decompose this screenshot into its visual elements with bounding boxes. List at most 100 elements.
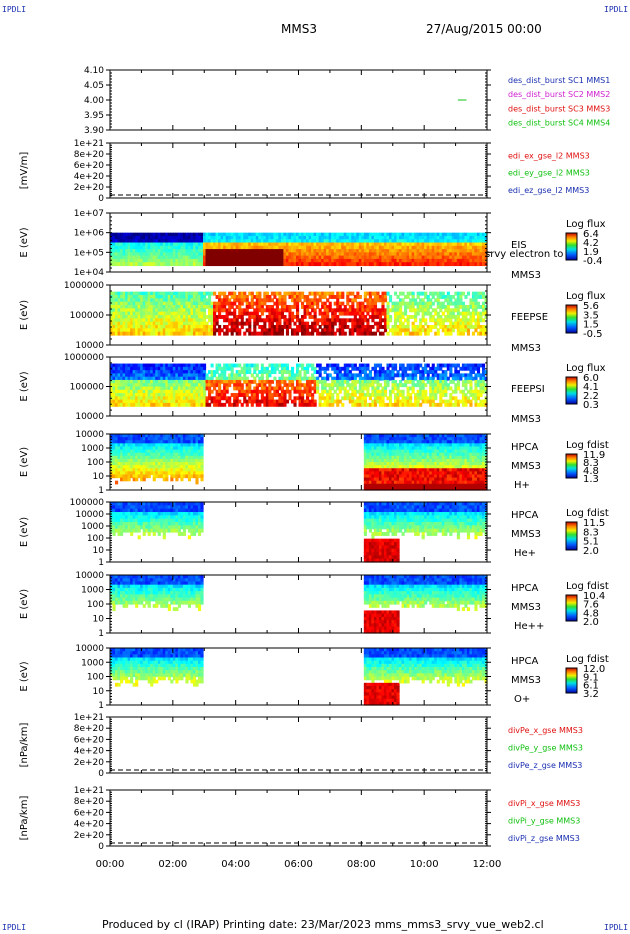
heatmap-cell: [167, 315, 171, 319]
heatmap-cell: [456, 315, 460, 319]
y-tick-label: 4.10: [84, 66, 104, 76]
heatmap-cell: [220, 305, 224, 309]
heatmap-cell: [318, 325, 322, 329]
heatmap-cell: [326, 235, 330, 240]
heatmap-cell: [187, 325, 192, 329]
heatmap-cell: [366, 379, 370, 384]
heatmap-cell: [303, 383, 307, 388]
heatmap-cell: [333, 366, 337, 371]
heatmap-cell: [459, 328, 463, 333]
heatmap-cell: [228, 308, 232, 313]
heatmap-cell: [195, 291, 199, 296]
heatmap-cell: [421, 252, 425, 257]
heatmap-cell: [464, 235, 468, 240]
heatmap-cell: [228, 262, 232, 267]
heatmap-cell: [368, 235, 372, 240]
heatmap-cell: [137, 396, 141, 401]
heatmap-cell: [210, 245, 214, 250]
heatmap-cell: [238, 232, 242, 237]
heatmap-cell: [348, 363, 352, 368]
heatmap-cell: [441, 389, 445, 394]
heatmap-cell: [200, 363, 204, 368]
heatmap-cell: [343, 262, 347, 267]
heatmap-cell: [469, 383, 473, 388]
heatmap-cell: [346, 389, 350, 394]
heatmap-cell: [419, 373, 423, 378]
heatmap-cell: [479, 383, 483, 388]
heatmap-cell: [160, 242, 164, 247]
heatmap-cell: [454, 325, 458, 329]
heatmap-cell: [331, 232, 335, 237]
heatmap-cell: [479, 402, 483, 407]
heatmap-cell: [464, 376, 468, 381]
heatmap-cell: [436, 249, 440, 253]
heatmap-cell: [321, 393, 325, 397]
heatmap-cell: [175, 366, 179, 371]
heatmap-cell: [456, 379, 460, 384]
heatmap-cell: [147, 235, 151, 240]
heatmap-cell: [394, 245, 398, 250]
heatmap-cell: [326, 245, 330, 250]
heatmap-cell: [248, 258, 252, 263]
heatmap-cell: [155, 389, 159, 394]
heatmap-cell: [112, 325, 116, 329]
heatmap-cell: [115, 383, 119, 388]
heatmap-cell: [373, 255, 378, 260]
heatmap-cell: [323, 235, 327, 240]
heatmap-cell: [351, 399, 355, 404]
heatmap-cell: [328, 262, 332, 267]
heatmap-cell: [182, 262, 186, 267]
heatmap-cell: [235, 399, 239, 404]
heatmap-cell: [290, 262, 295, 267]
heatmap-cell: [263, 386, 267, 391]
heatmap-cell: [406, 249, 410, 253]
heatmap-cell: [157, 328, 161, 333]
colorbar-tick-label: 4.2: [583, 238, 599, 249]
heatmap-cell: [142, 252, 146, 257]
heatmap-cell: [454, 315, 458, 319]
heatmap-cell: [180, 370, 184, 374]
heatmap-cell: [431, 252, 435, 257]
heatmap-cell: [275, 393, 279, 397]
heatmap-cell: [200, 232, 204, 237]
heatmap-cell: [338, 242, 342, 247]
heatmap-cell: [223, 245, 227, 250]
heatmap-cell: [373, 321, 378, 326]
heatmap-cell: [306, 235, 310, 240]
heatmap-cell: [192, 252, 197, 257]
heatmap-cell: [484, 315, 488, 319]
heatmap-cell: [132, 298, 136, 303]
heatmap-cell: [313, 298, 317, 303]
heatmap-cell: [404, 331, 408, 336]
heatmap-cell: [150, 295, 154, 299]
heatmap-cell: [120, 252, 124, 257]
heatmap-cell: [346, 255, 350, 260]
heatmap-cell: [366, 239, 370, 244]
heatmap-cell: [125, 370, 129, 374]
heatmap-cell: [361, 386, 365, 391]
heatmap-cell: [386, 318, 390, 323]
heatmap-cell: [268, 242, 272, 247]
heatmap-cell: [416, 305, 420, 309]
heatmap-cell: [228, 258, 232, 263]
heatmap-cell: [424, 262, 428, 267]
heatmap-cell: [180, 301, 184, 306]
heatmap-cell: [170, 389, 174, 394]
heatmap-cell: [238, 379, 242, 384]
heatmap-cell: [386, 370, 390, 374]
heatmap-cell: [255, 291, 259, 296]
heatmap-cell: [424, 255, 428, 260]
heatmap-cell: [383, 328, 388, 333]
heatmap-cell: [439, 379, 443, 384]
heatmap-cell: [308, 258, 312, 263]
heatmap-cell: [381, 239, 385, 244]
heatmap-cell: [401, 258, 405, 263]
heatmap-cell: [323, 315, 327, 319]
heatmap-cell: [373, 295, 378, 299]
heatmap-cell: [481, 252, 486, 257]
heatmap-cell: [311, 399, 315, 404]
heatmap-cell: [157, 363, 161, 368]
heatmap-cell: [439, 318, 443, 323]
heatmap-cell: [338, 311, 342, 316]
heatmap-cell: [383, 298, 388, 303]
